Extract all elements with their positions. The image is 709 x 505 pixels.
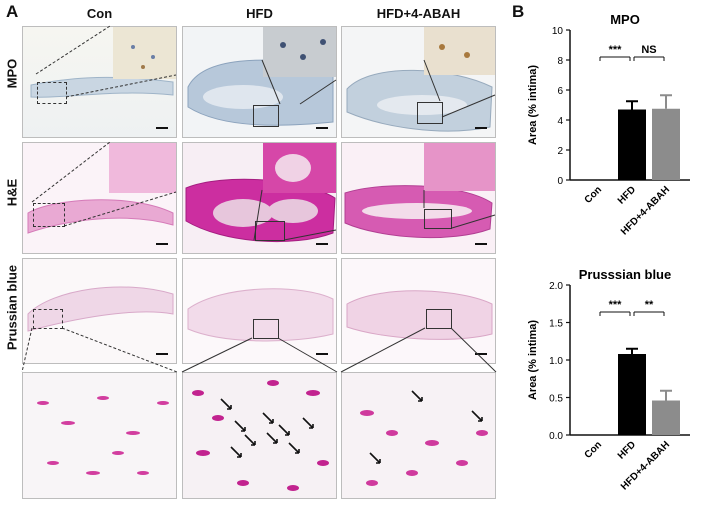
scale-bar — [475, 127, 487, 129]
chart1-bar-1 — [618, 109, 646, 180]
mpo-hfd-inset-box — [253, 105, 279, 127]
chart1-category-label: HFD — [616, 184, 638, 206]
prussian-blue-bar-chart: Prusssian blue 0.0 0.5 1.0 1.5 2.0 Area (% int… — [527, 267, 690, 492]
chart2-bar-1 — [618, 354, 646, 435]
chart1-y-tick-label: 0 — [557, 176, 563, 187]
prussian-hfd-4abah-zoom — [341, 372, 496, 499]
chart2-title: Prusssian blue — [579, 267, 671, 282]
chart1-y-tick-label: 4 — [557, 116, 563, 127]
mpo-hfd-4abah-micrograph — [341, 26, 496, 138]
scale-bar — [316, 127, 328, 129]
scale-bar — [475, 353, 487, 355]
prussian-hfd-micrograph — [182, 258, 337, 364]
he-hfd-4abah-inset-box — [424, 209, 452, 229]
chart2-y-tick-label: 0.5 — [549, 394, 563, 405]
prussian-con-micrograph — [22, 258, 177, 364]
chart2-significance-label: *** — [609, 299, 623, 311]
mpo-con-micrograph — [22, 26, 177, 138]
he-con-inset-box — [33, 203, 65, 227]
mpo-con-inset-box — [37, 82, 67, 104]
mpo-hfd-4abah-inset-box — [417, 102, 443, 124]
chart1-bar-2 — [652, 108, 680, 180]
he-hfd-4abah-micrograph — [341, 142, 496, 254]
chart2-significance-label: ** — [645, 299, 654, 311]
chart1-significance-label: NS — [641, 44, 656, 56]
chart2-y-tick-label: 1.5 — [549, 319, 563, 330]
scale-bar — [316, 243, 328, 245]
prussian-hfd-zoom — [182, 372, 337, 499]
chart2-y-tick-label: 1.0 — [549, 356, 563, 367]
chart1-y-tick-label: 2 — [557, 146, 563, 157]
mpo-hfd-micrograph — [182, 26, 337, 138]
zoom-connector-lines — [21, 25, 497, 373]
chart1-significance-label: *** — [609, 44, 623, 56]
chart1-title: MPO — [610, 12, 640, 27]
column-header-hfd-4abah: HFD+4-ABAH — [376, 6, 461, 21]
he-hfd-micrograph — [182, 142, 337, 254]
chart1-y-tick-label: 6 — [557, 86, 563, 97]
chart2-category-label: Con — [583, 439, 605, 461]
chart2-y-tick-label: 0.0 — [549, 431, 563, 442]
panel-b-letter: B — [512, 2, 525, 21]
scale-bar — [156, 353, 168, 355]
prussian-hfd-4abah-inset-box — [426, 309, 452, 329]
chart1-y-label: Area (% intima) — [527, 65, 539, 145]
chart2-bar-2 — [652, 400, 680, 435]
scale-bar — [475, 243, 487, 245]
chart2-category-label: HFD — [616, 439, 638, 461]
prussian-con-zoom — [22, 372, 177, 499]
column-header-con: Con — [86, 6, 113, 21]
column-header-hfd: HFD — [246, 6, 273, 21]
chart2-y-label: Area (% intima) — [527, 320, 539, 400]
prussian-hfd-inset-box — [253, 319, 279, 339]
chart1-category-label: Con — [583, 184, 605, 206]
panel-a-letter: A — [6, 2, 19, 21]
scale-bar — [156, 127, 168, 129]
prussian-con-inset-box — [33, 309, 63, 329]
he-con-micrograph — [22, 142, 177, 254]
chart1-y-tick-label: 8 — [557, 56, 563, 67]
chart2-y-tick-label: 2.0 — [549, 281, 563, 292]
scale-bar — [156, 243, 168, 245]
scale-bar — [316, 353, 328, 355]
chart1-y-tick-label: 10 — [552, 26, 564, 37]
